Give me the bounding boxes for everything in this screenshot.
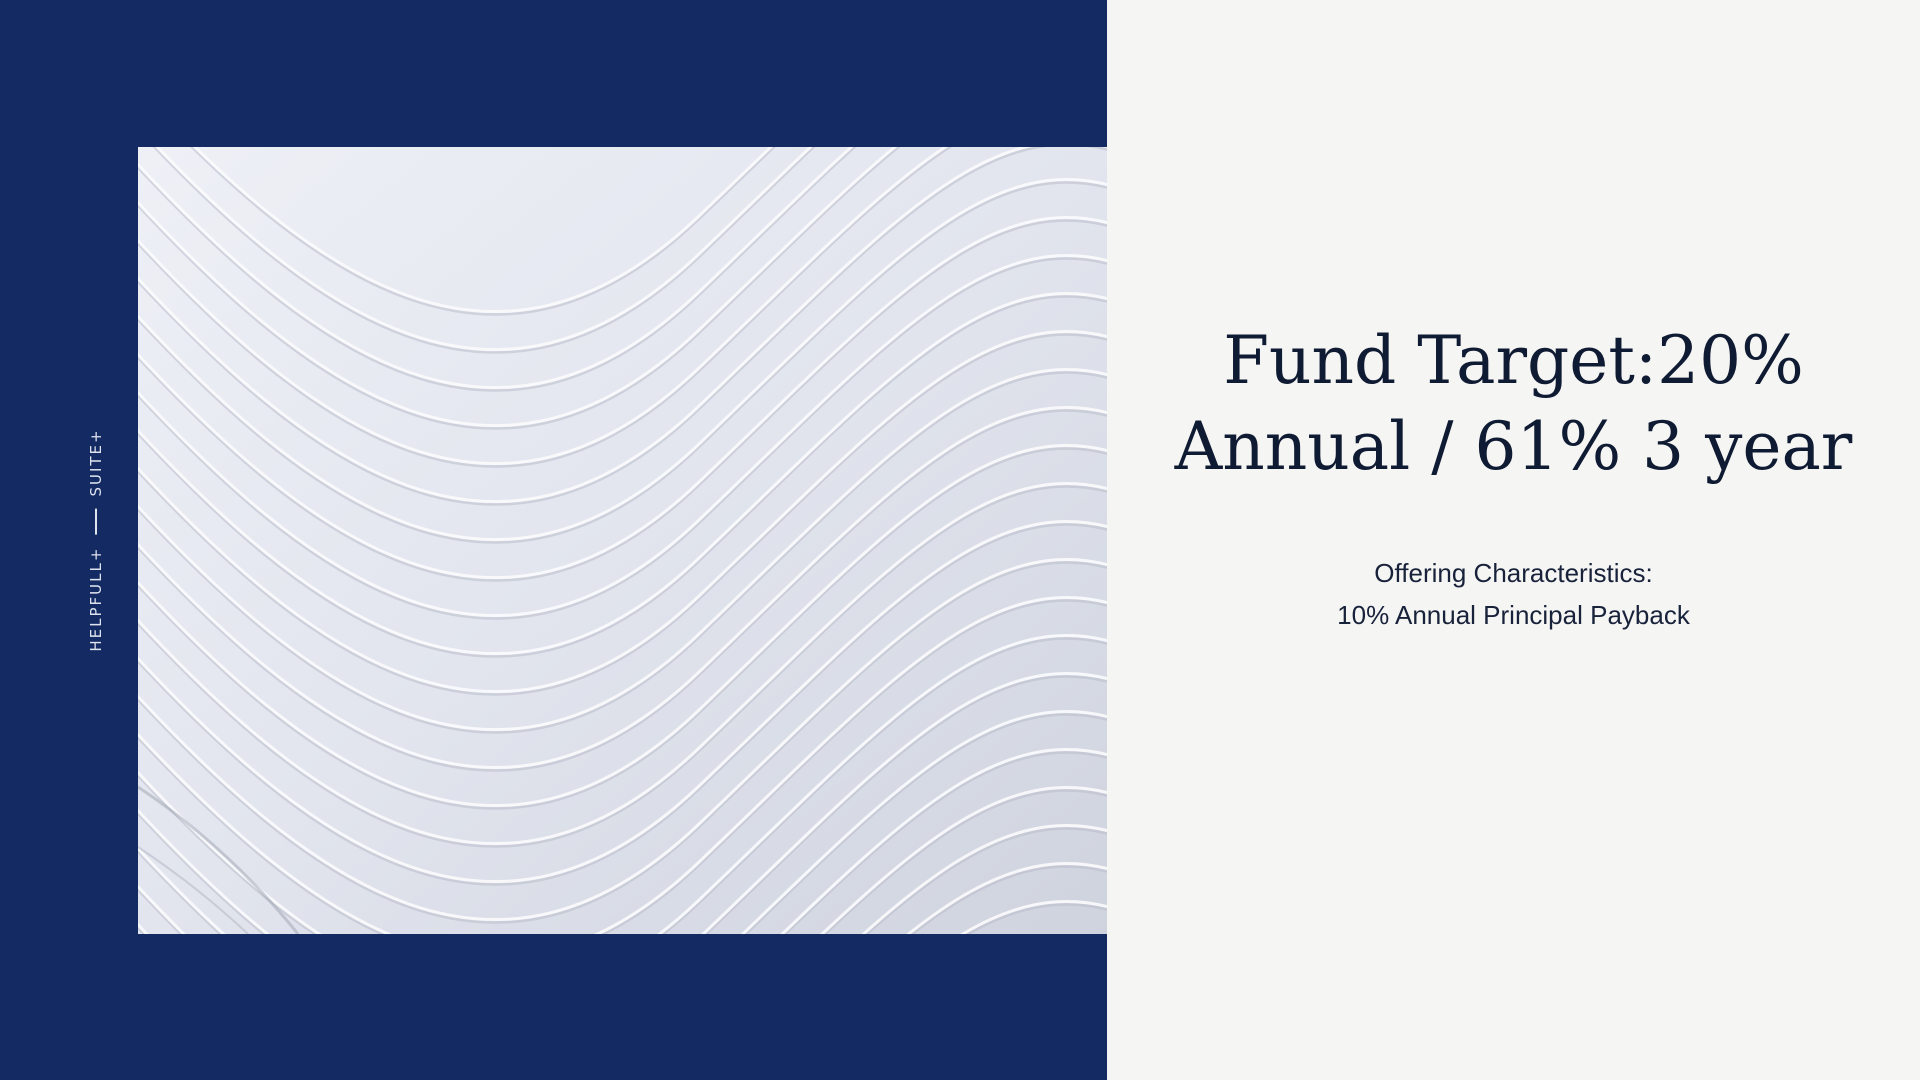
headline-line-2: Annual / 61% 3 year: [1174, 408, 1853, 485]
offering-characteristics: Offering Characteristics: 10% Annual Pri…: [1107, 552, 1920, 636]
navy-side-panel: HELPFULL+ SUITE+: [0, 0, 1107, 1080]
brand-name-helpfull: HELPFULL+: [87, 546, 105, 652]
wave-lines-graphic: [138, 147, 1107, 934]
content-panel: Fund Target:20% Annual / 61% 3 year Offe…: [1107, 0, 1920, 1080]
brand-divider: [95, 508, 97, 535]
headline-line-1: Fund Target:20%: [1223, 322, 1804, 399]
brand-name-suite: SUITE+: [87, 428, 105, 497]
fund-target-headline: Fund Target:20% Annual / 61% 3 year: [1107, 318, 1920, 490]
vertical-brand-label: HELPFULL+ SUITE+: [87, 428, 105, 651]
abstract-wave-image: [138, 147, 1107, 934]
offering-label: Offering Characteristics:: [1374, 558, 1653, 588]
offering-detail: 10% Annual Principal Payback: [1337, 600, 1690, 630]
